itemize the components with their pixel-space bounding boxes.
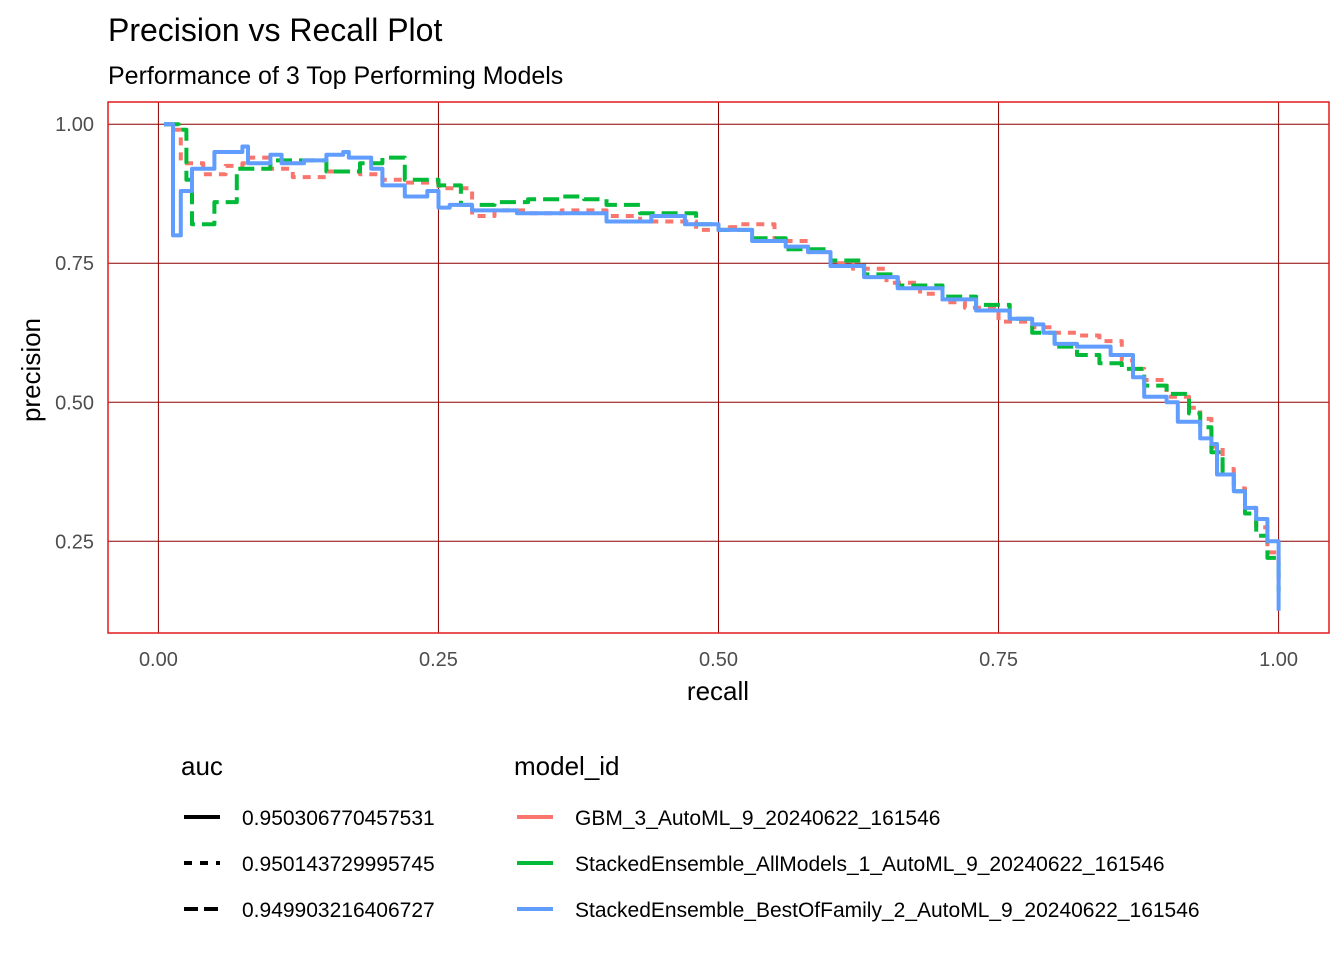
y-tick-label: 1.00 [55, 114, 94, 136]
x-tick-label: 0.50 [699, 649, 738, 671]
legend-auc-label: 0.949903216406727 [242, 899, 435, 922]
chart-subtitle: Performance of 3 Top Performing Models [108, 62, 563, 90]
y-tick-label: 0.25 [55, 531, 94, 553]
x-axis-ticks: 0.00 0.25 0.50 0.75 1.00 [139, 649, 1298, 671]
plot-area [107, 101, 1330, 634]
y-axis-label: precision [16, 318, 46, 422]
x-axis-label: recall [687, 676, 749, 706]
series-line-3 [164, 122, 1281, 611]
legend-model-label: StackedEnsemble_AllModels_1_AutoML_9_202… [575, 853, 1165, 876]
legend-auc-title: auc [181, 751, 223, 781]
legend-auc-label: 0.950306770457531 [242, 807, 435, 830]
legend-auc: auc 0.950306770457531 0.950143729995745 0.… [181, 751, 435, 922]
x-tick-label: 1.00 [1259, 649, 1298, 671]
series-line-2 [164, 122, 1281, 592]
legend-model-id: model_id GBM_3_AutoML_9_20240622_161546 S… [514, 751, 1200, 922]
legend-auc-label: 0.950143729995745 [242, 853, 435, 876]
grid-lines [108, 102, 1329, 633]
series-lines [164, 122, 1281, 611]
legend-model-title: model_id [514, 751, 620, 781]
chart-title: Precision vs Recall Plot [108, 12, 442, 48]
plot-border [107, 101, 1330, 634]
x-tick-label: 0.25 [419, 649, 458, 671]
x-tick-label: 0.00 [139, 649, 178, 671]
legend-model-label: StackedEnsemble_BestOfFamily_2_AutoML_9_… [575, 899, 1200, 922]
legend-model-label: GBM_3_AutoML_9_20240622_161546 [575, 807, 940, 830]
y-axis-ticks: 0.25 0.50 0.75 1.00 [55, 114, 94, 553]
series-line-1 [164, 122, 1281, 592]
y-tick-label: 0.50 [55, 392, 94, 414]
x-tick-label: 0.75 [979, 649, 1018, 671]
y-tick-label: 0.75 [55, 253, 94, 275]
